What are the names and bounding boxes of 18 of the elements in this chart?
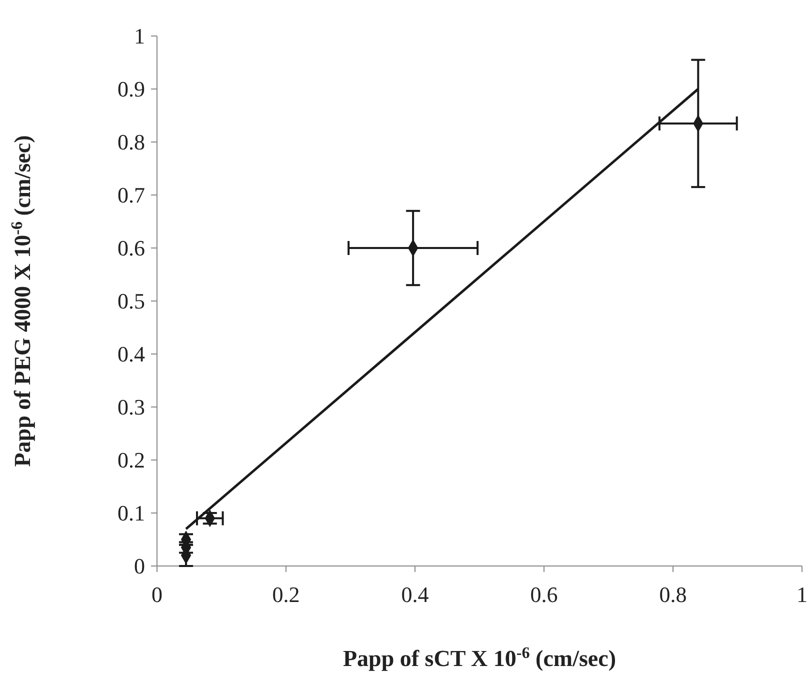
y-tick-label: 0.5	[118, 288, 145, 314]
x-tick-label: 0.4	[401, 582, 429, 607]
x-axis-title: Papp of sCT X 10$^{-6}$ (cm/sec)	[343, 644, 616, 671]
y-tick-label: 0.6	[118, 236, 145, 261]
x-tick-label: 0.6	[530, 582, 558, 607]
y-tick-label: 0.3	[118, 394, 145, 420]
y-tick-label: 0.1	[118, 500, 145, 526]
y-tick-label: 0	[134, 554, 145, 579]
x-tick-label: 1	[796, 582, 808, 607]
y-tick-label: 0.2	[118, 448, 145, 473]
y-tick-label: 0.7	[118, 182, 145, 208]
x-tick-label: 0.8	[659, 582, 687, 607]
y-tick-label: 0.4	[118, 342, 145, 367]
x-tick-label: 0	[152, 582, 162, 607]
y-tick-label: 0.9	[118, 76, 145, 102]
y-tick-label: 0.8	[118, 130, 145, 155]
y-tick-label: 1	[134, 24, 145, 49]
x-tick-label: 0.2	[272, 582, 300, 607]
